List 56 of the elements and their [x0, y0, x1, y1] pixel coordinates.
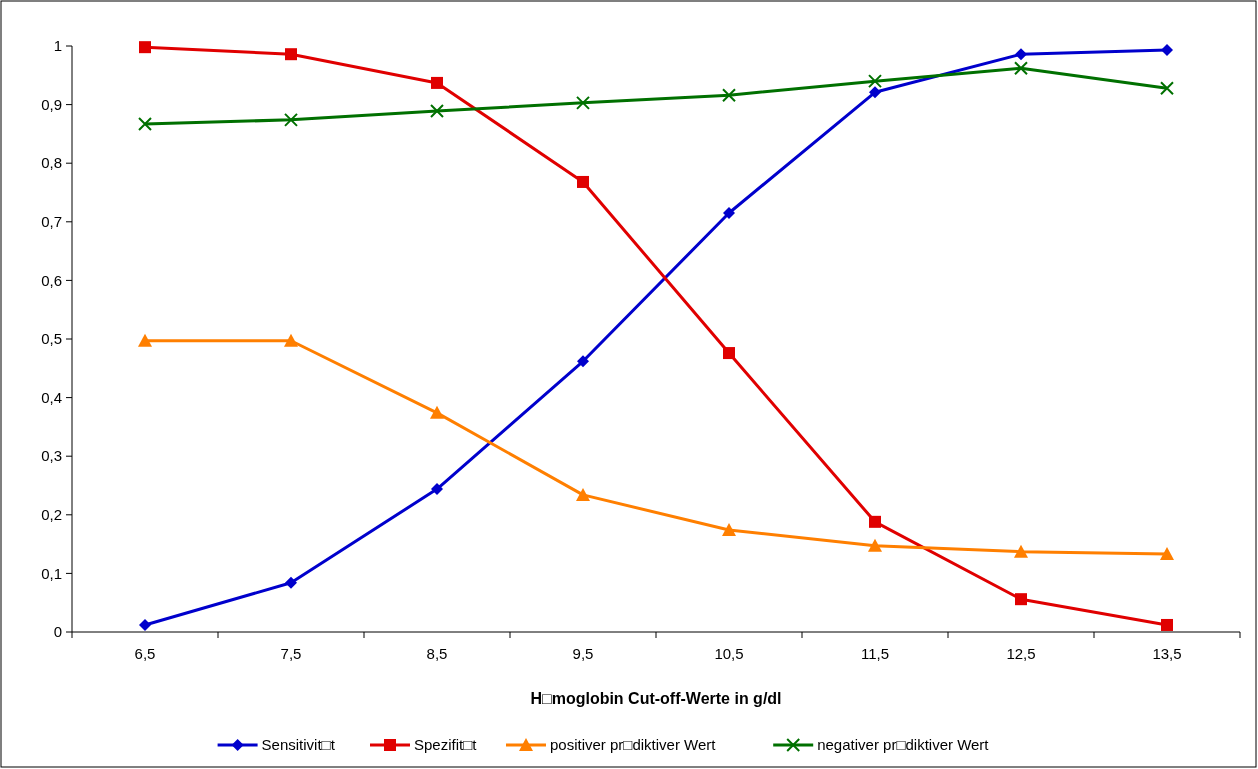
- y-tick-label: 0,7: [41, 213, 62, 231]
- point: [576, 487, 590, 501]
- y-tick-label: 0,3: [41, 447, 62, 465]
- x-tick-label: 6,5: [134, 645, 156, 662]
- point: [1161, 44, 1173, 57]
- point: [284, 333, 298, 347]
- legend-label: Sensitivit□t: [261, 736, 336, 754]
- point: [1015, 593, 1027, 606]
- point: [577, 355, 589, 368]
- point: [1014, 544, 1028, 558]
- legend-label: positiver pr□diktiver Wert: [550, 736, 717, 754]
- point: [1015, 48, 1027, 61]
- point: [1014, 61, 1028, 76]
- point: [1161, 618, 1173, 631]
- point: [139, 618, 151, 631]
- point: [1160, 547, 1174, 561]
- point: [868, 74, 882, 89]
- legend-label: negativer pr□diktiver Wert: [817, 736, 990, 754]
- point: [430, 104, 444, 119]
- point: [576, 95, 590, 110]
- point: [869, 515, 881, 528]
- point: [285, 48, 297, 61]
- point: [722, 88, 736, 103]
- point: [723, 207, 735, 220]
- y-tick-label: 0: [53, 623, 62, 641]
- x-tick-label: 13,5: [1152, 645, 1182, 662]
- y-tick-label: 0,6: [41, 271, 62, 289]
- point: [869, 86, 881, 99]
- x-tick-label: 7,5: [280, 645, 302, 662]
- point: [430, 405, 444, 419]
- point: [577, 175, 589, 188]
- point: [138, 333, 152, 347]
- point: [722, 523, 736, 537]
- legend-label: Spezifit□t: [414, 736, 478, 754]
- point: [284, 112, 298, 127]
- point: [138, 116, 152, 131]
- y-tick-label: 0,2: [41, 506, 62, 524]
- y-tick-label: 0,1: [41, 564, 62, 582]
- y-tick-label: 0,4: [41, 388, 62, 406]
- y-tick-label: 0,8: [41, 154, 62, 172]
- y-tick-label: 1: [53, 37, 62, 55]
- point: [1160, 81, 1174, 96]
- x-tick-label: 8,5: [426, 645, 448, 662]
- point: [868, 538, 882, 552]
- x-tick-label: 10,5: [714, 645, 744, 662]
- point: [431, 76, 443, 89]
- point: [285, 576, 297, 589]
- x-tick-label: 12,5: [1006, 645, 1036, 662]
- point: [139, 41, 151, 54]
- y-tick-label: 0,9: [41, 95, 62, 113]
- point: [431, 483, 443, 496]
- x-tick-label: 9,5: [572, 645, 594, 662]
- x-axis-title: H□moglobin Cut-off-Werte in g/dl: [530, 690, 782, 707]
- x-tick-label: 11,5: [860, 645, 890, 662]
- point: [723, 347, 735, 360]
- y-tick-label: 0,5: [41, 330, 62, 348]
